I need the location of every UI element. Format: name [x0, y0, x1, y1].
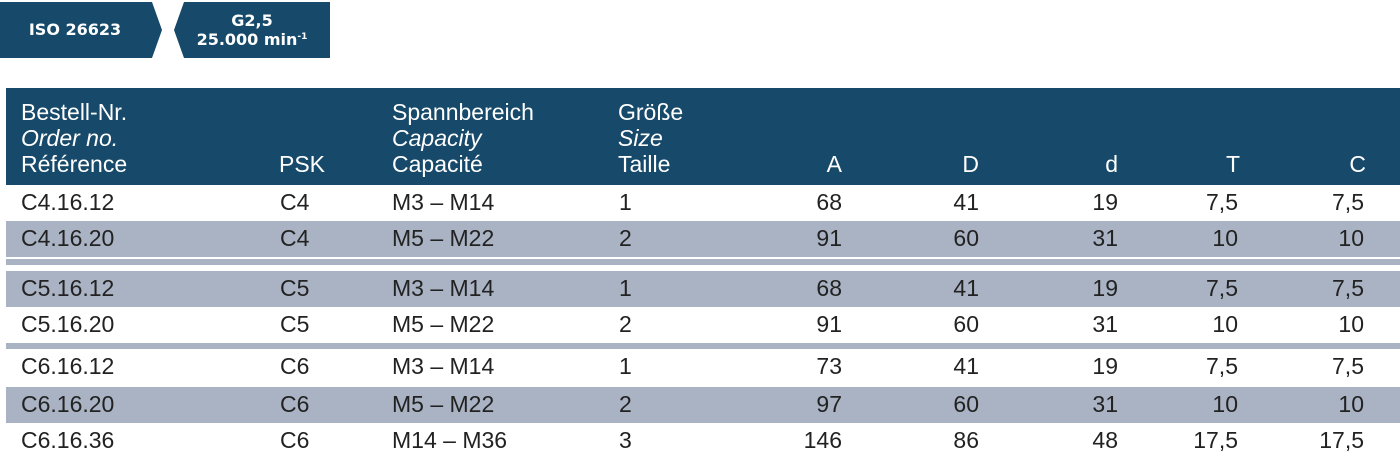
table-row: C5.16.12 C5 M3 – M14 1 68 41 19 7,5 7,5 — [6, 271, 1400, 307]
header-capacity-fr: Capacité — [392, 151, 483, 177]
cell-d-lower: 19 — [1092, 353, 1118, 379]
header-size: Größe Size Taille — [618, 99, 683, 177]
max-speed-exponent: -1 — [297, 31, 308, 42]
cell-d-upper: 60 — [953, 391, 979, 417]
cell-t: 7,5 — [1206, 189, 1238, 215]
group-separator — [6, 259, 1400, 265]
header-d-upper: D — [962, 151, 979, 177]
cell-size: 2 — [619, 311, 632, 337]
cell-order: C6.16.36 — [21, 427, 115, 453]
cell-range: M14 – M36 — [392, 427, 508, 453]
cell-c: 7,5 — [1332, 189, 1364, 215]
cell-a: 91 — [816, 311, 842, 337]
max-speed: 25.000 min-1 — [197, 29, 308, 48]
cell-d-upper: 41 — [953, 275, 979, 301]
cell-range: M3 – M14 — [392, 189, 495, 215]
table-row: C6.16.20 C6 M5 – M22 2 97 60 31 10 10 — [6, 387, 1400, 423]
header-order-fr: Référence — [21, 151, 128, 177]
cell-a: 91 — [816, 225, 842, 251]
cell-psk: C5 — [280, 311, 310, 337]
cell-d-upper: 60 — [953, 311, 979, 337]
header-t: T — [1225, 151, 1240, 177]
cell-range: M3 – M14 — [392, 275, 495, 301]
header-psk: PSK — [279, 151, 326, 177]
cell-size: 2 — [619, 391, 632, 417]
balance-speed-badge: G2,5 25.000 min-1 — [174, 2, 330, 58]
table-row: C6.16.12 C6 M3 – M14 1 73 41 19 7,5 7,5 — [6, 349, 1400, 385]
header-size-de: Größe — [618, 99, 684, 125]
cell-d-upper: 41 — [953, 189, 979, 215]
table-row: C4.16.12 C4 M3 – M14 1 68 41 19 7,5 7,5 — [6, 185, 1400, 221]
header-capacity-en: Capacity — [392, 125, 482, 151]
iso-badge-label: ISO 26623 — [28, 20, 122, 39]
cell-c: 10 — [1338, 311, 1364, 337]
iso-badge: ISO 26623 — [0, 2, 162, 58]
header-d-lower: d — [1105, 151, 1118, 177]
cell-d-lower: 31 — [1092, 311, 1118, 337]
header-c: C — [1349, 151, 1366, 177]
cell-a: 97 — [816, 391, 842, 417]
cell-order: C6.16.12 — [21, 353, 115, 379]
cell-size: 2 — [619, 225, 632, 251]
cell-c: 17,5 — [1319, 427, 1364, 453]
cell-c: 10 — [1338, 225, 1364, 251]
cell-d-lower: 19 — [1092, 275, 1118, 301]
table-row: C5.16.20 C5 M5 – M22 2 91 60 31 10 10 — [6, 307, 1400, 343]
cell-c: 10 — [1338, 391, 1364, 417]
cell-psk: C6 — [280, 427, 310, 453]
cell-c: 7,5 — [1332, 275, 1364, 301]
cell-d-lower: 31 — [1092, 225, 1118, 251]
cell-d-lower: 19 — [1092, 189, 1118, 215]
cell-d-lower: 48 — [1092, 427, 1118, 453]
cell-range: M5 – M22 — [392, 225, 495, 251]
cell-a: 73 — [816, 353, 842, 379]
cell-order: C6.16.20 — [21, 391, 115, 417]
max-speed-value: 25.000 min — [196, 29, 298, 49]
cell-size: 3 — [619, 427, 632, 453]
cell-a: 68 — [816, 189, 842, 215]
cell-d-lower: 31 — [1092, 391, 1118, 417]
cell-d-upper: 60 — [953, 225, 979, 251]
cell-t: 7,5 — [1206, 353, 1238, 379]
cell-d-upper: 41 — [953, 353, 979, 379]
cell-psk: C5 — [280, 275, 310, 301]
header-a: A — [826, 151, 842, 177]
header-order-no: Bestell-Nr. Order no. Référence — [21, 99, 127, 177]
group-separator — [6, 343, 1400, 349]
cell-order: C4.16.12 — [21, 189, 115, 215]
cell-size: 1 — [619, 275, 632, 301]
cell-size: 1 — [619, 353, 632, 379]
cell-a: 68 — [816, 275, 842, 301]
cell-psk: C6 — [280, 391, 310, 417]
table-row: C4.16.20 C4 M5 – M22 2 91 60 31 10 10 — [6, 221, 1400, 257]
cell-t: 7,5 — [1206, 275, 1238, 301]
header-size-en: Size — [618, 125, 663, 151]
cell-order: C5.16.20 — [21, 311, 115, 337]
cell-a: 146 — [803, 427, 842, 453]
cell-range: M3 – M14 — [392, 353, 495, 379]
header-capacity-de: Spannbereich — [392, 99, 534, 125]
cell-psk: C4 — [280, 189, 310, 215]
table-row: C6.16.36 C6 M14 – M36 3 146 86 48 17,5 17,5 — [6, 423, 1400, 459]
cell-size: 1 — [619, 189, 632, 215]
header-capacity: Spannbereich Capacity Capacité — [392, 99, 534, 177]
cell-c: 7,5 — [1332, 353, 1364, 379]
cell-range: M5 – M22 — [392, 391, 495, 417]
cell-t: 10 — [1212, 225, 1238, 251]
cell-psk: C4 — [280, 225, 310, 251]
cell-t: 17,5 — [1193, 427, 1238, 453]
cell-d-upper: 86 — [953, 427, 979, 453]
cell-t: 10 — [1212, 311, 1238, 337]
cell-range: M5 – M22 — [392, 311, 495, 337]
header-size-fr: Taille — [618, 151, 671, 177]
cell-order: C4.16.20 — [21, 225, 115, 251]
table-header: Bestell-Nr. Order no. Référence PSK Span… — [6, 88, 1400, 185]
cell-psk: C6 — [280, 353, 310, 379]
header-order-en: Order no. — [21, 125, 119, 151]
balance-grade: G2,5 — [231, 10, 273, 30]
cell-t: 10 — [1212, 391, 1238, 417]
cell-order: C5.16.12 — [21, 275, 115, 301]
header-order-de: Bestell-Nr. — [21, 99, 128, 125]
